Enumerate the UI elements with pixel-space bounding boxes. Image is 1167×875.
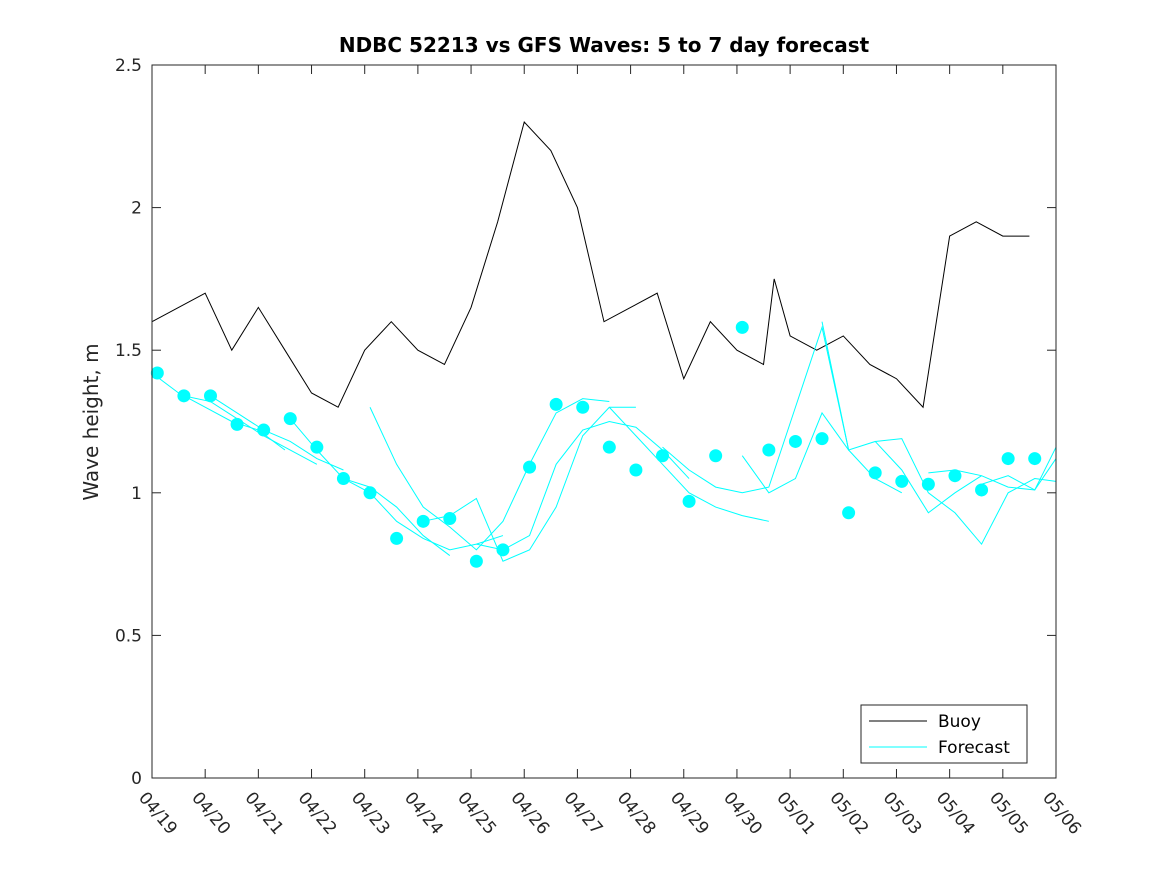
forecast-run-line: [821, 321, 982, 514]
forecast-point: [735, 320, 749, 334]
series-layer: [150, 121, 1057, 568]
forecast-run-line: [608, 406, 769, 522]
forecast-point: [842, 506, 856, 520]
y-axis-label: Wave height, m: [79, 343, 103, 500]
x-tick-label: 04/29: [666, 788, 713, 838]
forecast-point: [709, 449, 723, 463]
forecast-point: [682, 494, 696, 508]
forecast-point: [868, 466, 882, 480]
forecast-point: [576, 400, 590, 414]
x-tick-label: 04/26: [506, 788, 553, 838]
x-tick-label: 05/05: [985, 788, 1032, 838]
plot-area: [152, 65, 1056, 778]
x-tick-label: 05/01: [772, 788, 819, 838]
forecast-point: [203, 389, 217, 403]
forecast-point: [469, 554, 483, 568]
x-tick-label: 04/21: [241, 788, 288, 838]
forecast-point: [230, 417, 244, 431]
x-tick-label: 05/02: [825, 788, 872, 838]
legend-buoy-label: Buoy: [938, 712, 981, 732]
forecast-point: [921, 477, 935, 491]
forecast-point: [257, 423, 271, 437]
axes-box: [151, 64, 1057, 779]
forecast-point: [762, 443, 776, 457]
y-tick-label: 0: [131, 769, 142, 789]
forecast-point: [283, 412, 297, 426]
forecast-point: [549, 397, 563, 411]
y-tick-label: 2.5: [115, 56, 142, 76]
forecast-point: [655, 449, 669, 463]
forecast-point: [390, 531, 404, 545]
forecast-point: [416, 514, 430, 528]
y-tick-label: 0.5: [115, 626, 142, 646]
x-tick-label: 05/04: [932, 788, 979, 838]
forecast-point: [788, 434, 802, 448]
forecast-point: [177, 389, 191, 403]
x-tick-label: 04/24: [400, 788, 447, 838]
forecast-point: [815, 432, 829, 446]
chart-title: NDBC 52213 vs GFS Waves: 5 to 7 day fore…: [339, 33, 870, 57]
y-tick-label: 1.5: [115, 341, 142, 361]
forecast-point: [948, 469, 962, 483]
forecast-point: [363, 486, 377, 500]
forecast-point: [629, 463, 643, 477]
forecast-run-line: [662, 325, 850, 494]
forecast-point: [1001, 452, 1015, 466]
forecast-run-line: [875, 438, 1057, 546]
x-tick-label: 04/28: [613, 788, 660, 838]
forecast-point: [895, 474, 909, 488]
legend: Buoy Forecast: [860, 704, 1028, 764]
x-tick-label: 04/20: [187, 788, 234, 838]
x-tick-label: 04/27: [560, 788, 607, 838]
x-tick-label: 05/03: [879, 788, 926, 838]
forecast-run-line: [210, 395, 344, 471]
legend-forecast-label: Forecast: [938, 738, 1010, 758]
forecast-point: [496, 543, 510, 557]
forecast-run-line: [476, 420, 690, 551]
forecast-point: [523, 460, 537, 474]
x-tick-label: 04/19: [134, 788, 181, 838]
buoy-series-line: [151, 121, 1030, 409]
forecast-run-line: [423, 406, 636, 562]
x-tick-label: 05/06: [1038, 788, 1085, 838]
forecast-run-line: [981, 446, 1057, 491]
forecast-run-line: [369, 398, 610, 551]
forecast-point: [310, 440, 324, 454]
forecast-point: [602, 440, 616, 454]
x-tick-label: 04/22: [294, 788, 341, 838]
forecast-point: [975, 483, 989, 497]
forecast-run-line: [928, 458, 1057, 491]
forecast-point: [150, 366, 164, 380]
x-tick-label: 04/30: [719, 788, 766, 838]
forecast-point: [443, 511, 457, 525]
forecast-point: [1028, 452, 1042, 466]
legend-box: [860, 704, 1028, 764]
forecast-point: [336, 472, 350, 486]
x-tick-label: 04/23: [347, 788, 394, 838]
y-tick-label: 1: [131, 484, 142, 504]
y-tick-label: 2: [131, 199, 142, 219]
x-tick-label: 04/25: [453, 788, 500, 838]
